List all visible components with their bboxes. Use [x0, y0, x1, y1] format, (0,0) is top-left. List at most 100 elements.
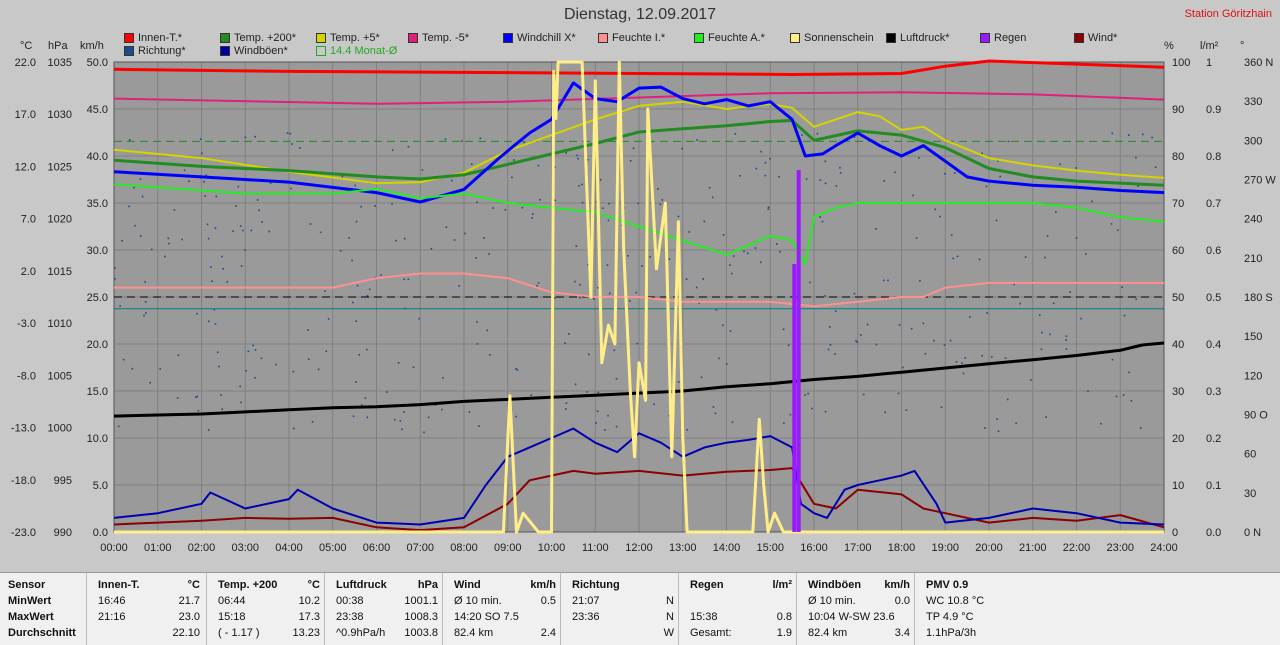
direction-dot [492, 207, 494, 209]
direction-dot [358, 353, 361, 356]
direction-dot [292, 427, 295, 430]
direction-dot [531, 217, 534, 219]
direction-dot [1015, 422, 1017, 425]
y-tick-temp_c: -13.0 [11, 423, 36, 435]
direction-dot [783, 422, 785, 424]
footer-cell-label: Temp. +200 [218, 579, 278, 591]
y-tick-direction: 270 W [1244, 175, 1276, 187]
direction-dot [176, 397, 179, 399]
y-tick-direction: 180 S [1244, 292, 1273, 304]
footer-cell-label: Sensor [8, 579, 46, 591]
y-tick-temp_c: 22.0 [15, 57, 36, 69]
direction-dot [952, 257, 954, 260]
footer-cell-label: Windböen [808, 579, 862, 591]
footer-row: Ø 10 min. 0.0 [802, 595, 914, 611]
footer-row: 1.1hPa/3h [920, 627, 1032, 643]
direction-dot [352, 415, 355, 418]
footer-separator [324, 573, 325, 645]
footer-row: 14:20 SO 7.5 [448, 611, 560, 627]
direction-dot [240, 265, 243, 267]
footer-row: 82.4 km 2.4 [448, 627, 560, 643]
direction-dot [1065, 335, 1068, 337]
legend-label: Wind* [1088, 32, 1118, 44]
direction-dot [260, 357, 263, 360]
direction-dot [641, 265, 643, 267]
direction-dot [247, 350, 250, 353]
direction-dot [214, 227, 217, 229]
direction-dot [607, 414, 609, 417]
direction-dot [637, 202, 640, 205]
direction-dot [702, 278, 705, 280]
footer-cell-label: 15:18 [218, 611, 246, 623]
direction-dot [964, 357, 967, 359]
direction-dot [1111, 132, 1114, 135]
direction-dot [292, 370, 295, 373]
direction-dot [767, 206, 770, 209]
direction-dot [615, 377, 618, 380]
chart-title: Dienstag, 12.09.2017 [563, 6, 717, 23]
direction-dot [245, 369, 247, 372]
y-tick-humidity: 10 [1172, 480, 1184, 492]
direction-dot [1075, 167, 1078, 169]
legend-label: Luftdruck* [900, 32, 950, 44]
footer-cell-label: Luftdruck [336, 579, 387, 591]
direction-dot [816, 132, 819, 135]
direction-dot [216, 351, 219, 354]
y-tick-temp_c: 7.0 [21, 214, 36, 226]
y-tick-temp_c: 12.0 [15, 161, 36, 173]
direction-dot [787, 344, 790, 347]
x-tick-label: 01:00 [144, 542, 172, 554]
direction-dot [978, 258, 981, 261]
direction-dot [607, 219, 610, 222]
footer-cell-label: 06:44 [218, 595, 246, 607]
direction-dot [445, 226, 448, 228]
y-tick-pressure_hpa: 1000 [48, 423, 72, 435]
y-tick-rain: 0.2 [1206, 433, 1221, 445]
footer-row: 06:44 10.2 [212, 595, 324, 611]
direction-dot [407, 145, 410, 148]
y-tick-wind_kmh: 30.0 [87, 245, 108, 257]
direction-dot [134, 224, 136, 227]
footer-cell-label: Regen [690, 579, 724, 591]
footer-header: Sensor [8, 579, 88, 595]
x-tick-label: 23:00 [1106, 542, 1134, 554]
legend-swatch [408, 33, 418, 43]
direction-dot [862, 393, 865, 396]
direction-dot [121, 239, 123, 242]
direction-dot [919, 279, 921, 282]
direction-dot [910, 327, 913, 330]
footer-cell-value: 0.5 [540, 595, 556, 607]
direction-dot [579, 283, 581, 286]
direction-dot [943, 344, 946, 346]
direction-dot [355, 381, 357, 383]
legend-item: Innen-T.* [124, 32, 182, 44]
direction-dot [819, 179, 822, 181]
direction-dot [1030, 379, 1032, 381]
legend-item: Regen [980, 32, 1026, 44]
direction-dot [778, 175, 780, 178]
direction-dot [531, 213, 534, 215]
axis-labels: 00:00 01:00 02:00 03:00 04:00 05:00 06:00 07:00… [11, 57, 1276, 554]
direction-dot [653, 403, 655, 406]
footer-cell-label: Durchschnitt [8, 627, 76, 639]
direction-dot [1007, 140, 1010, 143]
footer-header: Richtung [566, 579, 678, 595]
direction-dot [883, 180, 886, 182]
y-tick-wind_kmh: 40.0 [87, 151, 108, 163]
footer-cell-label: 82.4 km [808, 627, 848, 639]
y-tick-direction: 90 O [1244, 410, 1268, 422]
direction-dot [319, 231, 322, 234]
direction-dot [226, 280, 229, 283]
y-tick-pressure_hpa: 990 [54, 527, 72, 539]
y-tick-pressure_hpa: 1025 [48, 161, 72, 173]
direction-dot [235, 205, 237, 207]
rain-bar [792, 264, 797, 532]
direction-dot [394, 418, 396, 421]
direction-dot [354, 184, 357, 187]
x-tick-label: 15:00 [756, 542, 784, 554]
footer-row: W [566, 627, 678, 643]
direction-dot [211, 280, 213, 283]
direction-dot [575, 245, 578, 247]
footer-separator [914, 573, 915, 645]
legend-item: Wind* [1074, 32, 1117, 44]
